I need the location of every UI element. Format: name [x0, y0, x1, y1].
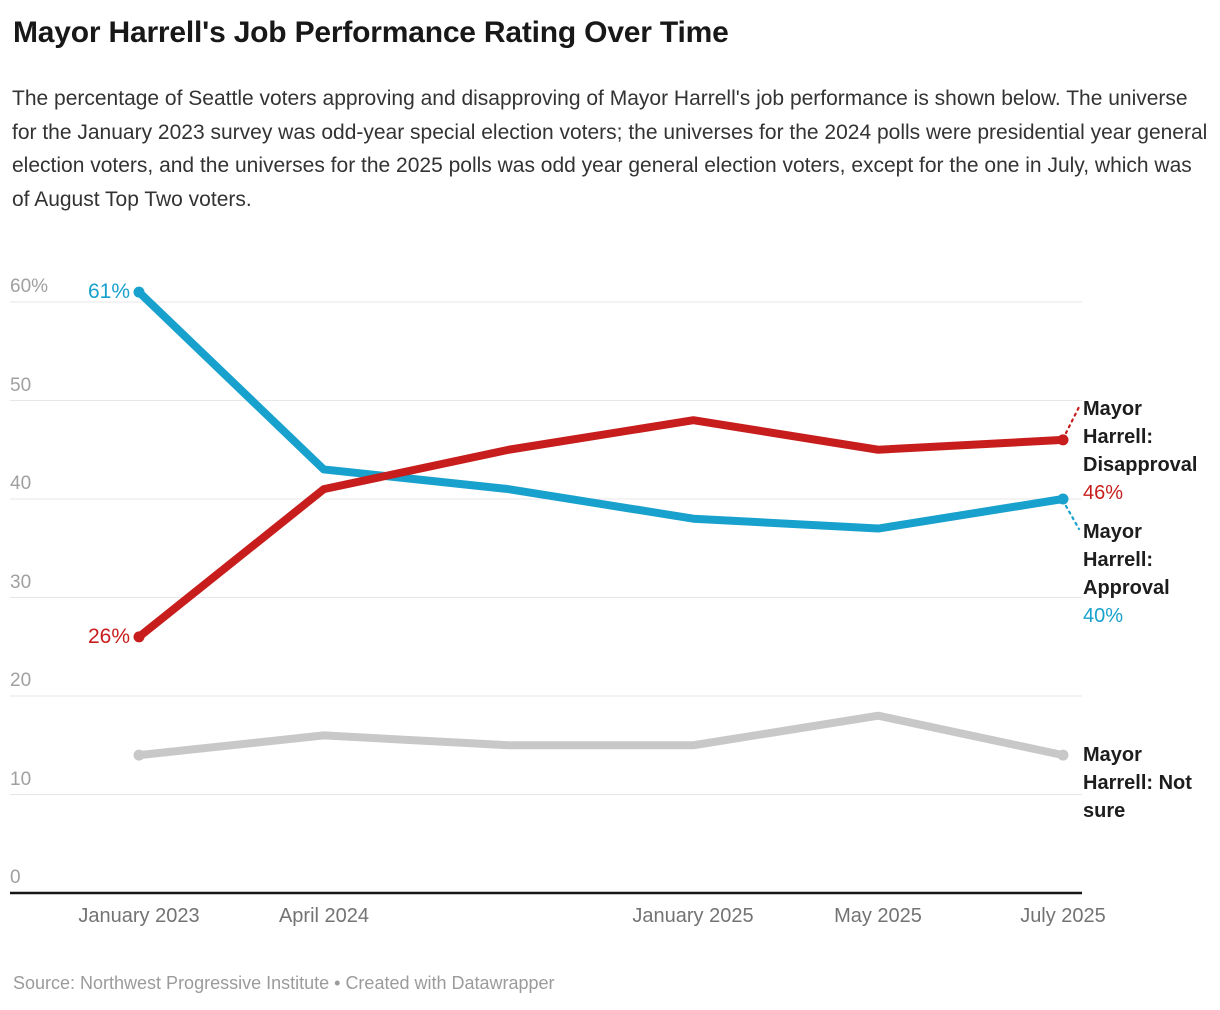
- source-line: Source: Northwest Progressive Institute …: [13, 973, 555, 993]
- y-axis-tick-label: 10: [10, 769, 32, 790]
- x-axis-tick-label: May 2025: [834, 905, 922, 927]
- series-label-line: Approval: [1083, 577, 1170, 599]
- disapproval-end-value-label: 46%: [1083, 482, 1124, 504]
- x-axis-tick-label: April 2024: [278, 905, 370, 927]
- disapproval-start-value-label: 26%: [87, 625, 130, 648]
- x-axis-tick-label: July 2025: [1020, 905, 1106, 927]
- x-axis-tick-label: January 2023: [78, 905, 200, 927]
- chart-title: Mayor Harrell's Job Performance Rating O…: [13, 16, 729, 49]
- x-axis-tick-label: January 2025: [632, 905, 754, 927]
- approval-series-label: Mayor Harrell: Approval 40%: [1083, 518, 1215, 630]
- series-label-line: Mayor: [1083, 398, 1142, 420]
- series-label-line: sure: [1083, 800, 1126, 822]
- approval-start-value-label: 61%: [87, 280, 130, 303]
- series-label-line: Harrell:: [1083, 549, 1154, 571]
- series-label-line: Mayor: [1083, 744, 1142, 766]
- y-axis-tick-label: 60%: [10, 276, 49, 297]
- series-label-line: Harrell:: [1083, 426, 1154, 448]
- chart-description: The percentage of Seattle voters approvi…: [12, 87, 1208, 211]
- y-axis-tick-label: 40: [10, 473, 32, 494]
- series-label-line: Mayor: [1083, 521, 1142, 543]
- series-label-line: Harrell: Not: [1083, 772, 1192, 794]
- y-axis-tick-label: 50: [10, 375, 32, 396]
- y-axis-tick-label: 20: [10, 670, 32, 691]
- series-label-line: Disapproval: [1083, 454, 1198, 476]
- approval-end-value-label: 40%: [1083, 605, 1124, 627]
- disapproval-series-label: Mayor Harrell: Disapproval 46%: [1083, 395, 1215, 507]
- y-axis-tick-label: 0: [10, 867, 21, 888]
- not-sure-series-label: Mayor Harrell: Not sure: [1083, 741, 1215, 825]
- y-axis-tick-label: 30: [10, 572, 32, 593]
